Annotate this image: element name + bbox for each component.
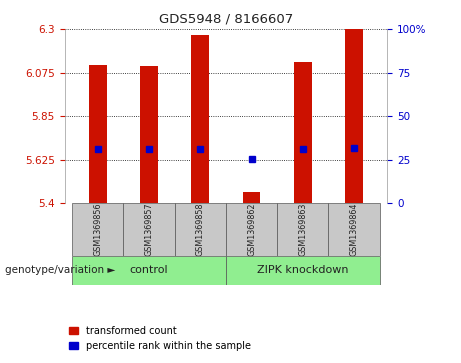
Bar bbox=[124, 203, 175, 256]
Title: GDS5948 / 8166607: GDS5948 / 8166607 bbox=[159, 12, 293, 25]
Text: GSM1369858: GSM1369858 bbox=[196, 203, 205, 256]
Text: GSM1369864: GSM1369864 bbox=[349, 203, 359, 256]
Text: GSM1369862: GSM1369862 bbox=[247, 203, 256, 256]
Text: GSM1369856: GSM1369856 bbox=[93, 203, 102, 256]
Bar bbox=[140, 66, 158, 203]
Bar bbox=[89, 65, 107, 203]
Bar bbox=[72, 256, 226, 285]
Bar bbox=[72, 203, 124, 256]
Bar bbox=[242, 192, 260, 203]
Bar bbox=[226, 256, 379, 285]
Bar bbox=[191, 35, 209, 203]
Bar bbox=[345, 29, 363, 203]
Bar bbox=[226, 203, 277, 256]
Text: ZIPK knockdown: ZIPK knockdown bbox=[257, 265, 349, 276]
Text: GSM1369863: GSM1369863 bbox=[298, 203, 307, 256]
Bar bbox=[328, 203, 379, 256]
Bar bbox=[277, 203, 328, 256]
Text: GSM1369857: GSM1369857 bbox=[145, 203, 154, 256]
Bar bbox=[294, 62, 312, 203]
Bar bbox=[175, 203, 226, 256]
Text: genotype/variation ►: genotype/variation ► bbox=[5, 265, 115, 276]
Legend: transformed count, percentile rank within the sample: transformed count, percentile rank withi… bbox=[65, 322, 255, 355]
Text: control: control bbox=[130, 265, 168, 276]
